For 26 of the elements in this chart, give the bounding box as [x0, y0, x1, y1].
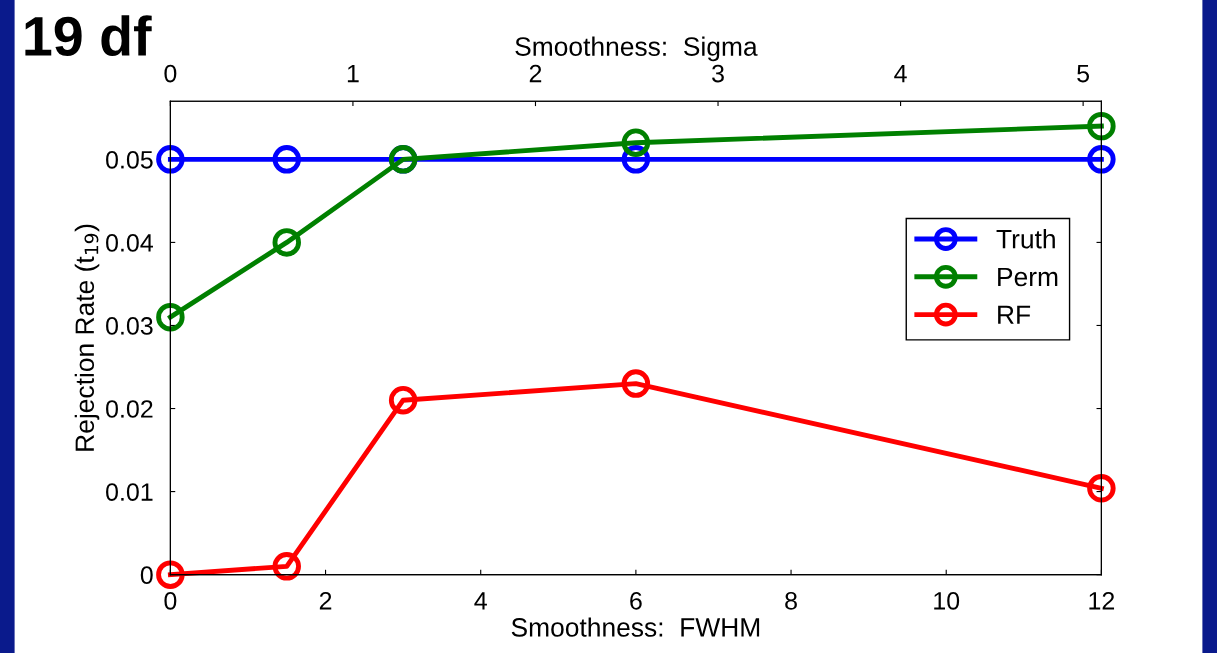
x2-tick-label: 4	[894, 64, 907, 83]
x2-axis-title: Smoothness: Sigma	[515, 36, 758, 62]
y-axis-title: Rejection Rate (t$_{19}$)	[74, 224, 100, 451]
x2-tick-label: 3	[712, 64, 724, 83]
y-tick-label: 0.04	[106, 234, 153, 252]
legend-label: Perm	[998, 267, 1058, 287]
x2-tick-label: 0	[164, 64, 177, 83]
x-tick-label: 6	[630, 591, 642, 610]
x-tick-label: 4	[474, 592, 487, 610]
y-tick-label: 0.02	[106, 400, 153, 418]
x-tick-label: 12	[1089, 591, 1115, 610]
x-tick-label: 0	[164, 591, 177, 610]
x-axis-title: Smoothness: FWHM	[511, 617, 760, 637]
chart-title: 19 df	[25, 15, 152, 57]
x-tick-label: 8	[785, 591, 797, 610]
x-tick-label: 2	[319, 591, 332, 610]
x-tick-label: 10	[934, 591, 960, 610]
legend-label: Truth	[996, 229, 1055, 249]
y-tick-label: 0.01	[106, 483, 153, 501]
x2-tick-label: 1	[347, 64, 359, 83]
x2-tick-label: 2	[529, 64, 542, 83]
legend-label: RF	[998, 305, 1031, 324]
y-tick-label: 0.05	[106, 150, 153, 169]
y-tick-label: 0	[140, 566, 153, 584]
y-tick-label: 0.03	[106, 317, 153, 335]
x2-tick-label: 5	[1077, 64, 1090, 83]
